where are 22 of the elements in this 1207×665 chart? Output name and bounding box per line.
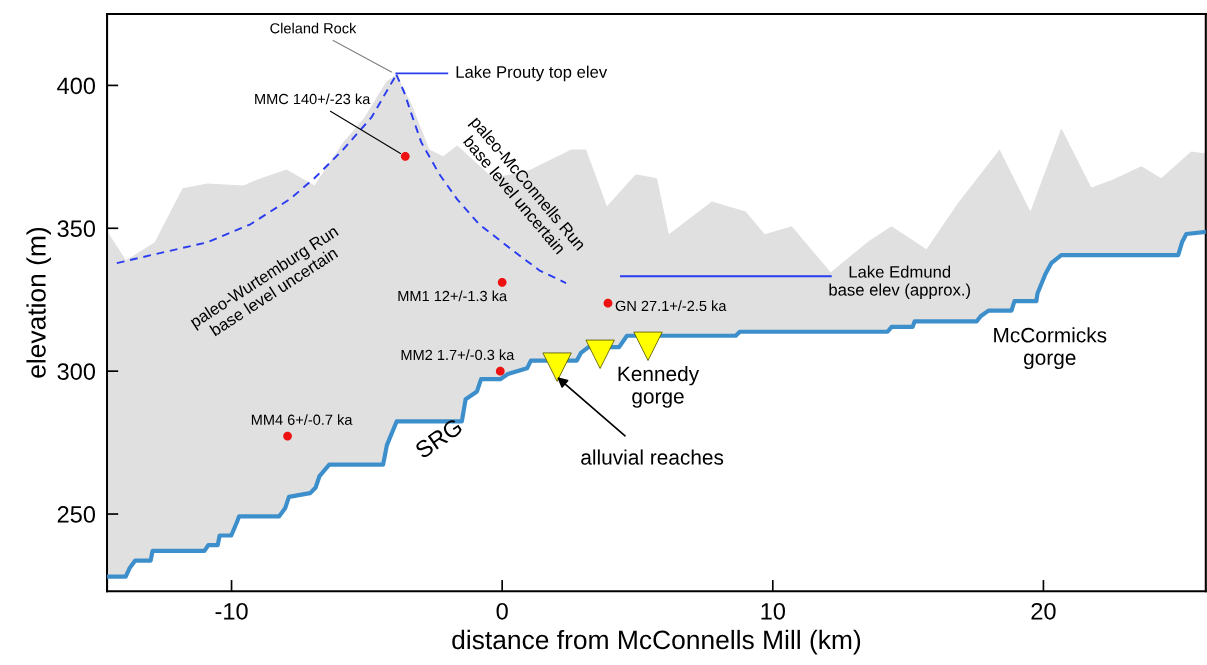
annotation: Lake Prouty top elev [456,65,608,82]
y-tick-label: 300 [57,363,96,380]
x-tick-label: 10 [761,602,785,620]
annotation: McCormicks gorge [994,327,1107,370]
annotation: MM4 6+/-0.7 ka [251,414,353,425]
annotation: Lake Edmund base elev (approx.) [829,265,971,300]
x-tick-label: 20 [1031,602,1056,620]
x-tick-label: 0 [496,602,508,620]
x-axis-title: distance from McConnells Mill (km) [452,629,861,655]
annotation: GN 27.1+/-2.5 ka [615,300,727,312]
annotation: alluvial reaches [581,449,724,465]
annotation: Kennedy gorge [618,365,700,408]
y-tick-label: 250 [57,506,96,523]
annotation: MM2 1.7+/-0.3 ka [401,349,515,361]
y-tick-label: 350 [57,220,96,238]
x-tick-label: -10 [215,602,248,620]
annotation: SRG [413,417,464,460]
y-axis-title: elevation (m) [26,227,51,378]
annotation: MMC 140+/-23 ka [255,93,371,105]
annotation: MM1 12+/-1.3 ka [398,290,508,302]
y-tick-label: 400 [57,77,96,95]
annotation: Cleland Rock [270,22,357,34]
